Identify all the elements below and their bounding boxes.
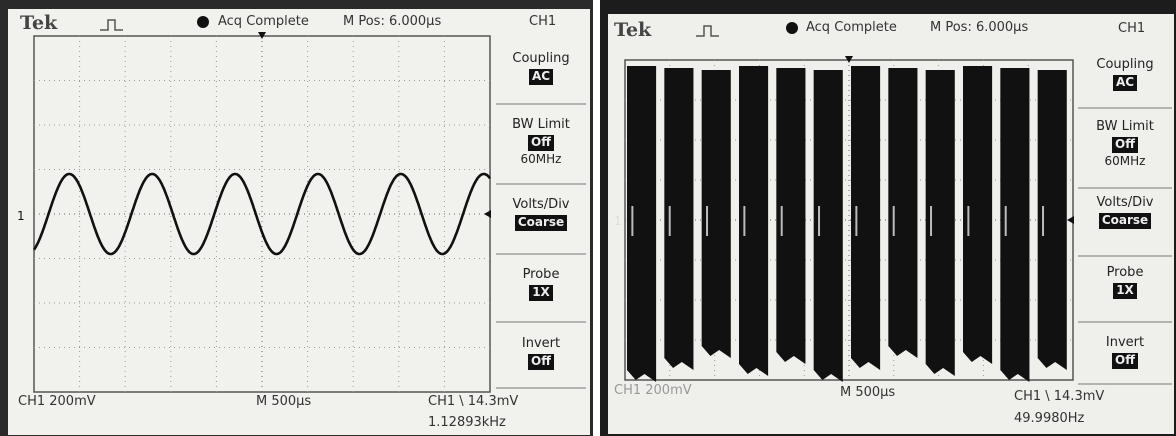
pulse-burst	[739, 66, 769, 364]
trigger-position-arrow	[258, 32, 266, 39]
probe-label: Probe	[1106, 265, 1144, 280]
pulse-burst-edge	[776, 352, 806, 364]
pulse-burst-edge	[1000, 370, 1030, 382]
burst-gap	[818, 206, 821, 236]
coupling-value: AC	[1112, 74, 1138, 91]
bw-limit-label: BW Limit	[512, 117, 570, 132]
pulse-burst	[776, 68, 806, 352]
pulse-burst-edge	[888, 346, 918, 358]
pulse-burst	[851, 66, 881, 358]
pulse-trigger-icon	[696, 25, 719, 37]
pulse-burst-edge	[963, 352, 993, 364]
burst-gap	[930, 206, 933, 236]
volts-div-menu[interactable]: Volts/Div Coarse	[500, 197, 582, 231]
bw-limit-sub: 60MHz	[1104, 153, 1146, 168]
invert-value: Off	[528, 353, 554, 370]
trigger-level-readout: CH1 \ 14.3mV	[1014, 389, 1105, 404]
invert-menu[interactable]: Invert Off	[500, 336, 582, 370]
coupling-menu[interactable]: Coupling AC	[500, 51, 582, 85]
coupling-menu[interactable]: Coupling AC	[1083, 57, 1167, 91]
trigger-level-marker	[1067, 216, 1074, 224]
burst-gap	[631, 206, 634, 236]
trigger-level-readout: CH1 \ 14.3mV	[428, 394, 519, 409]
probe-menu[interactable]: Probe 1X	[500, 267, 582, 301]
pulse-burst-edge	[664, 358, 694, 370]
pulse-burst-edge	[813, 370, 843, 382]
oscilloscope-left: Tek Acq Complete M Pos: 6.000µs CH1 Coup…	[0, 0, 593, 436]
pulse-burst-edge	[1037, 358, 1067, 370]
trigger-level-marker	[484, 210, 491, 218]
scope-display-right	[600, 0, 1176, 436]
pulse-burst	[925, 70, 955, 364]
frequency-readout: 49.9980Hz	[1014, 411, 1085, 426]
pulse-burst-edge	[739, 364, 769, 376]
bw-limit-value: Off	[528, 134, 554, 151]
ch1-scale-readout: CH1 200mV	[614, 383, 692, 398]
pulse-burst-edge	[925, 364, 955, 376]
pulse-burst-edge	[851, 358, 881, 370]
burst-gap	[855, 206, 858, 236]
invert-menu[interactable]: Invert Off	[1083, 335, 1167, 369]
sine-waveform	[32, 172, 492, 256]
pulse-burst-edge	[701, 346, 731, 358]
bw-limit-label: BW Limit	[1096, 119, 1154, 134]
volts-div-label: Volts/Div	[1096, 195, 1154, 210]
volts-div-menu[interactable]: Volts/Div Coarse	[1083, 195, 1167, 229]
acq-status: Acq Complete	[806, 20, 897, 35]
trigger-position-arrow	[845, 56, 853, 63]
pulse-burst	[664, 68, 694, 358]
invert-value: Off	[1112, 352, 1138, 369]
pulse-burst	[627, 66, 657, 370]
channel1-marker: 1	[17, 209, 25, 223]
timebase-readout: M 500µs	[256, 394, 312, 409]
pulse-burst-edge	[627, 370, 657, 382]
bw-limit-value: Off	[1112, 136, 1138, 153]
channel-title: CH1	[529, 14, 557, 29]
probe-menu[interactable]: Probe 1X	[1083, 265, 1167, 299]
bw-limit-menu[interactable]: BW Limit Off 60MHz	[500, 117, 582, 167]
coupling-value: AC	[528, 68, 554, 85]
coupling-label: Coupling	[512, 51, 570, 66]
scope-display-left	[0, 0, 593, 436]
ch1-scale-readout: CH1 200mV	[18, 394, 96, 409]
probe-label: Probe	[522, 267, 560, 282]
burst-gap	[967, 206, 970, 236]
oscilloscope-right: Tek Acq Complete M Pos: 6.000µs CH1 Coup…	[600, 0, 1176, 436]
tek-logo: Tek	[20, 12, 58, 34]
coupling-label: Coupling	[1096, 57, 1154, 72]
burst-gap	[1042, 206, 1045, 236]
invert-label: Invert	[521, 336, 561, 351]
bw-limit-menu[interactable]: BW Limit Off 60MHz	[1083, 119, 1167, 169]
pulse-burst	[963, 66, 993, 352]
burst-gap	[892, 206, 895, 236]
invert-label: Invert	[1105, 335, 1145, 350]
burst-gap	[668, 206, 671, 236]
volts-div-value: Coarse	[514, 214, 568, 231]
burst-gap	[780, 206, 783, 236]
bw-limit-sub: 60MHz	[520, 151, 562, 166]
frequency-readout: 1.12893kHz	[428, 415, 506, 430]
volts-div-value: Coarse	[1098, 212, 1152, 229]
probe-value: 1X	[1113, 282, 1137, 299]
acq-indicator-icon	[197, 16, 209, 28]
acq-indicator-icon	[786, 22, 798, 34]
tek-logo: Tek	[614, 19, 652, 41]
timebase-readout: M 500µs	[840, 385, 896, 400]
acq-status: Acq Complete	[218, 14, 309, 29]
channel-title: CH1	[1118, 21, 1146, 36]
burst-gap	[706, 206, 709, 236]
burst-gap	[1004, 206, 1007, 236]
burst-gap	[743, 206, 746, 236]
volts-div-label: Volts/Div	[512, 197, 570, 212]
pulse-trigger-icon	[100, 19, 123, 31]
channel1-marker: 1	[614, 214, 622, 228]
m-pos-readout: M Pos: 6.000µs	[930, 20, 1029, 35]
m-pos-readout: M Pos: 6.000µs	[343, 14, 442, 29]
probe-value: 1X	[529, 284, 553, 301]
